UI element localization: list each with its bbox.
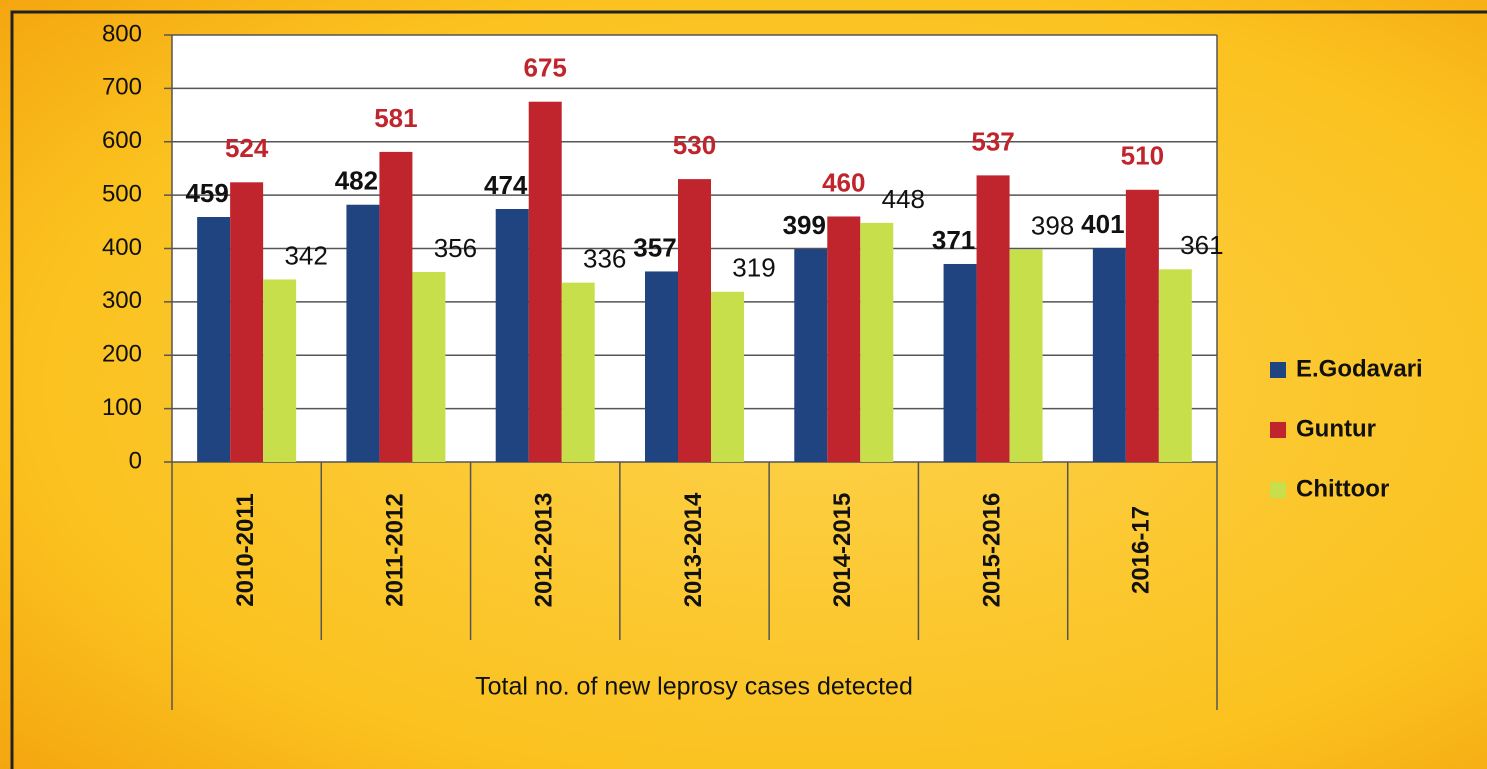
bar [1092, 247, 1126, 462]
bar [1158, 269, 1192, 462]
x-tick-label: 2013-2014 [680, 492, 707, 607]
y-tick-label: 600 [102, 127, 142, 154]
bar [711, 291, 744, 462]
bar [678, 179, 711, 463]
bar [230, 182, 264, 462]
legend-label: E.Godavari [1296, 355, 1423, 382]
y-tick-label: 100 [102, 394, 142, 421]
x-tick-label: 2016-17 [1128, 506, 1155, 594]
data-label: 357 [633, 232, 676, 262]
legend-label: Chittoor [1296, 475, 1389, 502]
legend-swatch [1270, 422, 1286, 438]
y-tick-label: 0 [129, 447, 142, 474]
data-label: 398 [1031, 210, 1074, 240]
bar [412, 271, 446, 462]
y-tick-label: 500 [102, 180, 142, 207]
bar [794, 249, 828, 462]
data-label: 460 [822, 167, 865, 197]
data-label: 482 [335, 166, 378, 196]
y-tick-label: 800 [102, 20, 142, 47]
bar [495, 209, 529, 462]
frame [10, 10, 1487, 769]
bar [860, 222, 894, 462]
y-tick-label: 300 [102, 287, 142, 314]
bar [645, 271, 678, 462]
bar [197, 217, 231, 462]
bar [976, 175, 1010, 462]
data-label: 319 [732, 253, 775, 283]
data-label: 675 [524, 53, 567, 83]
legend-swatch [1270, 482, 1286, 498]
bar [528, 101, 562, 462]
x-tick-label: 2012-2013 [531, 493, 558, 608]
x-axis-label: Total no. of new leprosy cases detected [475, 673, 913, 701]
data-label: 361 [1180, 230, 1223, 260]
x-tick-label: 2015-2016 [978, 493, 1005, 608]
data-label: 342 [284, 240, 327, 270]
data-label: 474 [484, 170, 528, 200]
data-label: 537 [971, 126, 1014, 156]
bar [561, 282, 595, 462]
bar [346, 204, 380, 463]
data-label: 356 [434, 233, 477, 263]
data-label: 524 [225, 133, 269, 163]
x-tick-label: 2011-2012 [381, 493, 408, 606]
y-tick-label: 200 [102, 341, 142, 368]
bar [1125, 189, 1159, 462]
y-tick-label: 700 [102, 74, 142, 101]
y-tick-label: 400 [102, 234, 142, 261]
x-tick-label: 2014-2015 [829, 493, 856, 608]
legend-label: Guntur [1296, 415, 1376, 442]
data-label: 510 [1121, 141, 1164, 171]
data-label: 401 [1081, 209, 1124, 239]
data-label: 336 [583, 244, 626, 274]
x-tick-label: 2010-2011 [232, 493, 259, 606]
bar [1009, 249, 1043, 462]
data-label: 399 [783, 210, 826, 240]
bar [379, 151, 413, 463]
data-label: 371 [932, 225, 975, 255]
data-label: 459 [185, 178, 228, 208]
legend-swatch [1270, 362, 1286, 378]
bar [827, 216, 861, 462]
data-label: 530 [673, 130, 716, 160]
data-label: 581 [374, 103, 417, 133]
data-label: 448 [882, 184, 925, 214]
bar [943, 263, 977, 462]
bar [263, 279, 297, 462]
